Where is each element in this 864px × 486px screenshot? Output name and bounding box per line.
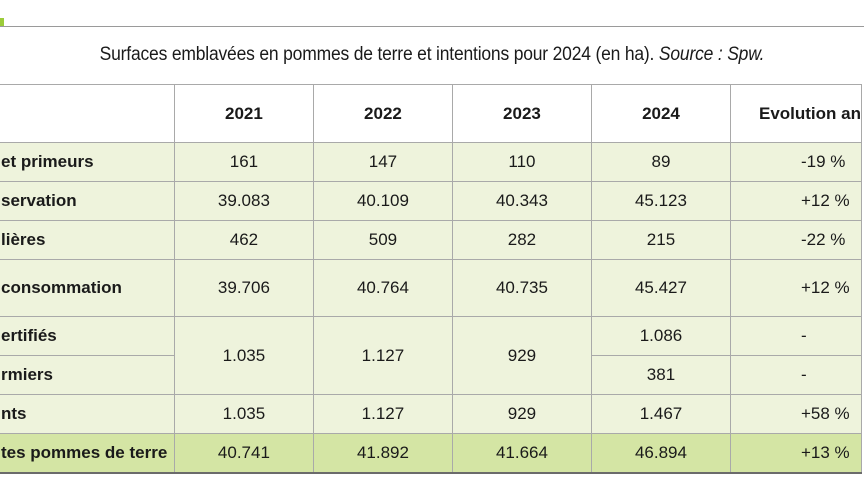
row-label: servation [0,181,175,221]
cell-2024: 46.894 [590,433,731,474]
cell-2021: 161 [173,142,314,182]
cell-2021: 1.035 [173,394,314,434]
table-row: et primeurs 161 147 110 89 -19 % [0,142,863,182]
cell-2022: 41.892 [312,433,453,474]
row-label: lières [0,220,175,260]
cell-2024: 45.123 [590,181,731,221]
cell-2021-merged: 1.035 [173,316,314,395]
header-2021: 2021 [173,84,314,143]
accent-bar [0,18,4,27]
cell-2022-merged: 1.127 [312,316,453,395]
cell-2022: 147 [312,142,453,182]
cell-2022: 40.764 [312,259,453,317]
cell-2021: 40.741 [173,433,314,474]
cell-2023: 40.343 [451,181,592,221]
header-2024: 2024 [590,84,731,143]
caption-source: Source : Spw. [658,44,765,65]
cell-2023: 282 [451,220,592,260]
table-caption: Surfaces emblavées en pommes de terre et… [35,44,830,66]
cell-2023: 929 [451,394,592,434]
row-label: et primeurs [0,142,175,182]
cell-2021: 39.083 [173,181,314,221]
header-2022: 2022 [312,84,453,143]
cell-2024: 381 [590,355,731,395]
cell-evolution: +12 % [729,181,863,221]
cell-2021: 462 [173,220,314,260]
total-row: tes pommes de terre 40.741 41.892 41.664… [0,433,863,474]
cell-evolution: +13 % [729,433,863,474]
cell-evolution: +12 % [729,259,863,317]
cell-evolution: - [729,355,863,395]
row-label: consommation [0,259,175,317]
cell-2023: 110 [451,142,592,182]
cell-2022: 40.109 [312,181,453,221]
header-evolution: Evolution an [729,84,863,143]
cell-evolution: - [729,316,863,356]
cell-2023: 40.735 [451,259,592,317]
cell-2024: 1.467 [590,394,731,434]
table-row: nts 1.035 1.127 929 1.467 +58 % [0,394,863,434]
cell-2022: 509 [312,220,453,260]
row-label: ertifiés [0,316,175,356]
table-row: lières 462 509 282 215 -22 % [0,220,863,260]
cell-2021: 39.706 [173,259,314,317]
cell-2023-merged: 929 [451,316,592,395]
header-2023: 2023 [451,84,592,143]
cell-2024: 45.427 [590,259,731,317]
caption-main: Surfaces emblavées en pommes de terre et… [99,44,655,65]
table-row: rmiers 381 - [0,355,863,395]
top-rule [0,26,864,27]
cell-evolution: -19 % [729,142,863,182]
cell-evolution: -22 % [729,220,863,260]
surfaces-table: 2021 2022 2023 2024 Evolution an et prim… [0,84,863,474]
header-row: 2021 2022 2023 2024 Evolution an [0,84,863,143]
row-label: rmiers [0,355,175,395]
cell-2024: 215 [590,220,731,260]
cell-evolution: +58 % [729,394,863,434]
cell-2024: 1.086 [590,316,731,356]
header-label [0,84,175,143]
table-row: ertifiés 1.035 1.127 929 1.086 - [0,316,863,395]
cell-2024: 89 [590,142,731,182]
row-label: nts [0,394,175,434]
table-row: servation 39.083 40.109 40.343 45.123 +1… [0,181,863,221]
cell-2022: 1.127 [312,394,453,434]
table-row: consommation 39.706 40.764 40.735 45.427… [0,259,863,317]
cell-2023: 41.664 [451,433,592,474]
row-label: tes pommes de terre [0,433,175,474]
